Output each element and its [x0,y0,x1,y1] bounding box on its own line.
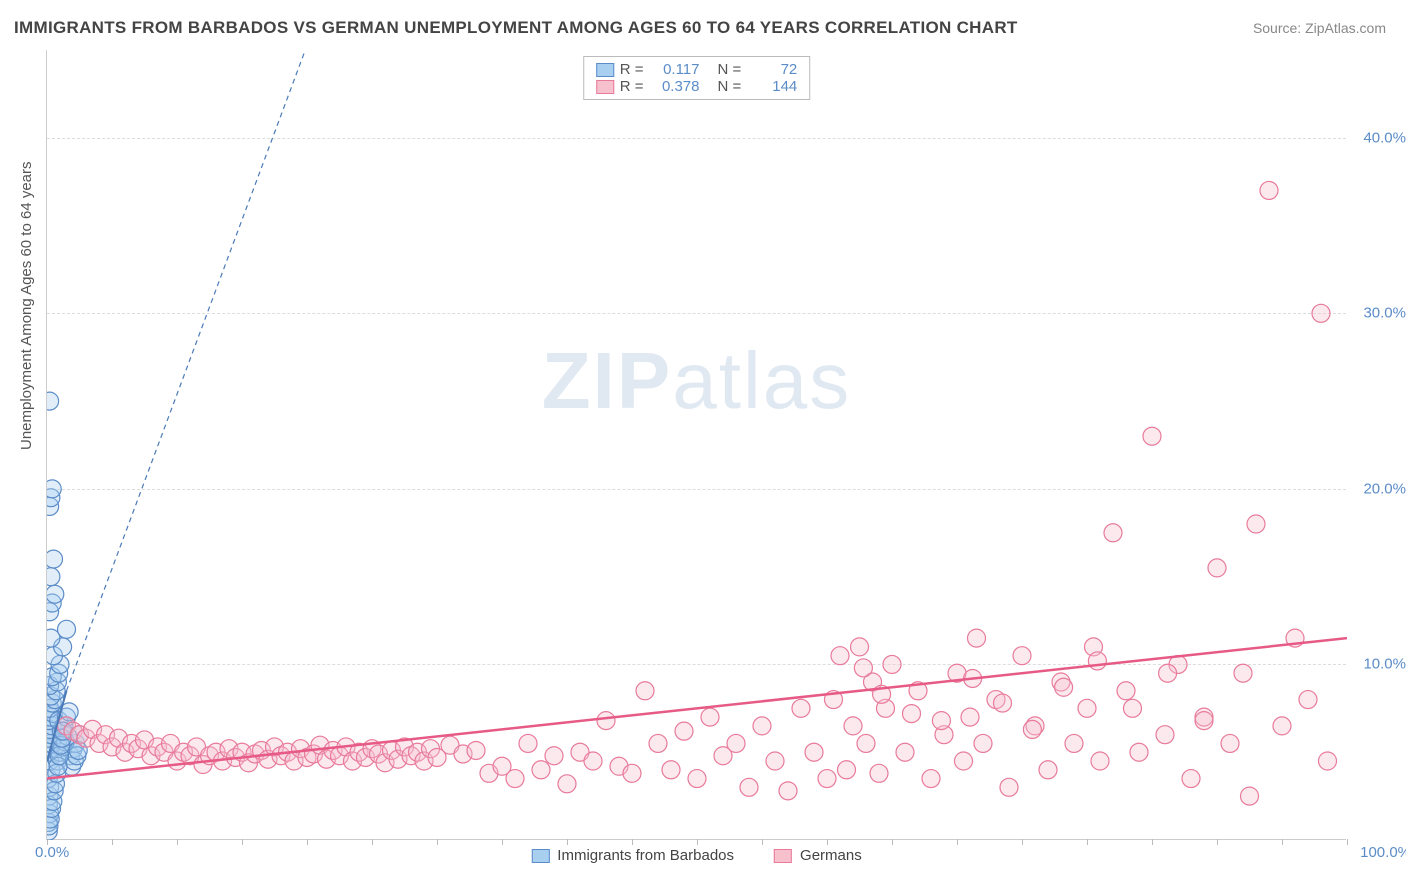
data-point [753,717,771,735]
data-point [623,764,641,782]
data-point [1319,752,1337,770]
data-point [792,699,810,717]
y-axis-label: Unemployment Among Ages 60 to 64 years [18,161,35,450]
data-point [779,782,797,800]
data-point [532,761,550,779]
legend-item-germans: Germans [774,847,862,864]
data-point [766,752,784,770]
source-attribution: Source: ZipAtlas.com [1253,20,1386,36]
data-point [1039,761,1057,779]
x-axis-min-label: 0.0% [35,844,69,861]
swatch-pink-icon [596,80,614,94]
data-point [883,655,901,673]
data-point [1013,647,1031,665]
data-point [922,770,940,788]
data-point [1023,720,1041,738]
data-point [903,705,921,723]
trendline-extension [67,50,306,691]
data-point [649,734,667,752]
data-point [1208,559,1226,577]
data-point [1055,678,1073,696]
data-point [1260,181,1278,199]
data-point [597,712,615,730]
data-point [1130,743,1148,761]
data-point [955,752,973,770]
scatter-svg [47,50,1347,840]
data-point [47,392,59,410]
data-point [870,764,888,782]
data-point [1065,734,1083,752]
data-point [857,734,875,752]
data-point [1156,726,1174,744]
trendline [47,638,1347,778]
data-point [1247,515,1265,533]
data-point [47,568,60,586]
data-point [994,694,1012,712]
data-point [1241,787,1259,805]
swatch-blue-icon [531,849,549,863]
data-point [1143,427,1161,445]
data-point [1117,682,1135,700]
swatch-blue-icon [596,63,614,77]
data-point [506,770,524,788]
data-point [1312,304,1330,322]
data-point [558,775,576,793]
data-point [1182,770,1200,788]
data-point [1088,652,1106,670]
y-tick-label: 20.0% [1363,480,1406,497]
data-point [1234,664,1252,682]
data-point [58,620,76,638]
data-point [831,647,849,665]
legend-item-barbados: Immigrants from Barbados [531,847,734,864]
data-point [805,743,823,761]
data-point [636,682,654,700]
data-point [896,743,914,761]
data-point [675,722,693,740]
data-point [519,734,537,752]
data-point [1221,734,1239,752]
data-point [932,712,950,730]
data-point [838,761,856,779]
data-point [545,747,563,765]
series-legend: Immigrants from Barbados Germans [531,847,861,864]
data-point [1195,712,1213,730]
y-tick-label: 40.0% [1363,129,1406,146]
data-point [1078,699,1096,717]
data-point [740,778,758,796]
data-point [47,480,61,498]
data-point [1124,699,1142,717]
data-point [688,770,706,788]
x-axis-max-label: 100.0% [1360,844,1406,861]
data-point [467,741,485,759]
data-point [1273,717,1291,735]
data-point [818,770,836,788]
legend-row-germans: R = 0.378 N = 144 [596,78,798,95]
data-point [851,638,869,656]
data-point [662,761,680,779]
stats-legend: R = 0.117 N = 72 R = 0.378 N = 144 [583,56,811,100]
data-point [1000,778,1018,796]
data-point [974,734,992,752]
x-tick-mark [1347,839,1348,845]
data-point [47,585,64,603]
data-point [961,708,979,726]
data-point [701,708,719,726]
data-point [1159,664,1177,682]
data-point [1091,752,1109,770]
data-point [1299,691,1317,709]
y-tick-label: 10.0% [1363,656,1406,673]
data-point [1104,524,1122,542]
chart-title: IMMIGRANTS FROM BARBADOS VS GERMAN UNEMP… [14,18,1018,38]
chart-plot-area: ZIPatlas R = 0.117 N = 72 R = 0.378 N = … [46,50,1346,840]
data-point [844,717,862,735]
legend-row-barbados: R = 0.117 N = 72 [596,61,798,78]
data-point [727,734,745,752]
data-point [968,629,986,647]
swatch-pink-icon [774,849,792,863]
data-point [854,659,872,677]
y-tick-label: 30.0% [1363,305,1406,322]
data-point [47,550,63,568]
data-point [584,752,602,770]
